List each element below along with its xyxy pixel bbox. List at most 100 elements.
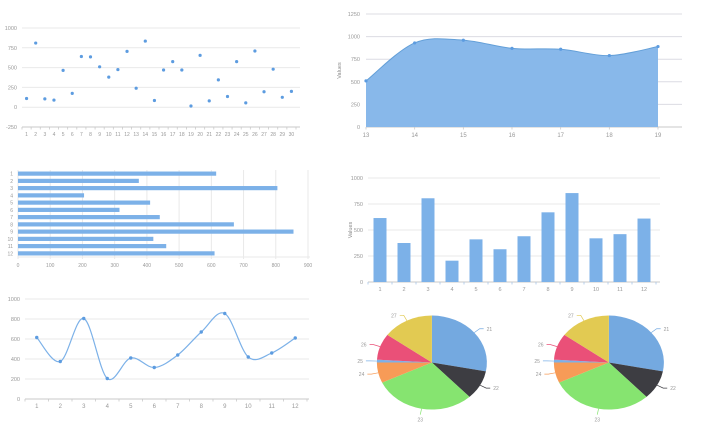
line-point[interactable]: [58, 359, 62, 364]
y-axis-title: Values: [337, 62, 343, 79]
scatter-point[interactable]: [143, 39, 147, 43]
scatter-point[interactable]: [280, 95, 284, 99]
scatter-point[interactable]: [216, 78, 220, 82]
scatter-point[interactable]: [244, 101, 248, 105]
bar-segment[interactable]: [421, 198, 435, 282]
bar-segment[interactable]: [493, 249, 507, 282]
bar-segment[interactable]: [18, 186, 278, 191]
horizontal-bar-chart[interactable]: 0 100 200 300 400 500 600 700 800 900 1 2 3 4 5 6 7 8 9 10 1…: [0, 160, 354, 278]
scatter-point[interactable]: [207, 99, 211, 103]
scatter-point[interactable]: [189, 104, 193, 108]
pie-slice[interactable]: [564, 315, 609, 363]
bar-segment[interactable]: [541, 212, 555, 282]
scatter-point[interactable]: [79, 54, 83, 59]
pie-slice[interactable]: [559, 362, 647, 410]
scatter-point[interactable]: [116, 67, 120, 72]
scatter-point[interactable]: [198, 53, 202, 57]
bar-segment[interactable]: [445, 260, 459, 282]
pie-slice[interactable]: [382, 362, 470, 410]
scatter-point[interactable]: [262, 90, 266, 94]
bar-segment[interactable]: [18, 244, 167, 249]
line-point[interactable]: [293, 336, 297, 340]
line-chart[interactable]: 0 200 400 600 800 1000 1 2 3 4 5 6 7 8 9 10 11 12: [0, 288, 354, 424]
bar-segment[interactable]: [18, 193, 85, 198]
bar-segment[interactable]: [18, 215, 160, 220]
scatter-point[interactable]: [253, 49, 257, 53]
bar-segment[interactable]: [373, 218, 387, 282]
area-point[interactable]: [656, 44, 660, 49]
pie-chart-left[interactable]: 21 22 23 24 25 26 27: [354, 296, 531, 424]
line-point[interactable]: [176, 353, 180, 357]
pie-slice[interactable]: [608, 315, 664, 372]
area-point[interactable]: [461, 38, 465, 42]
scatter-point[interactable]: [125, 49, 129, 53]
scatter-point[interactable]: [88, 55, 93, 59]
area-chart[interactable]: 0 250 500 750 1000 1250 13 14 15 16 17 18 19 Values: [336, 0, 708, 152]
line-point[interactable]: [35, 335, 39, 340]
bar-segment[interactable]: [637, 218, 651, 282]
category-label: 9: [10, 230, 13, 236]
scatter-point[interactable]: [271, 67, 275, 71]
line-point[interactable]: [246, 355, 250, 359]
area-point[interactable]: [559, 47, 563, 51]
pie-slice[interactable]: [376, 362, 432, 383]
scatter-point[interactable]: [24, 96, 29, 101]
scatter-point[interactable]: [52, 98, 56, 102]
area-point[interactable]: [607, 53, 611, 58]
scatter-point[interactable]: [134, 86, 138, 90]
line-series[interactable]: [36, 312, 296, 381]
line-point[interactable]: [129, 356, 133, 360]
scatter-point[interactable]: [107, 75, 111, 79]
scatter-point[interactable]: [34, 41, 38, 45]
scatter-point[interactable]: [61, 68, 65, 72]
pie-slice[interactable]: [376, 359, 432, 363]
bar-segment[interactable]: [18, 222, 234, 227]
vertical-bar-chart[interactable]: 0 250 500 750 1000 1 2 3 4 5 6 7 8 9 10 11 12 Values: [340, 162, 708, 300]
pie-slice[interactable]: [376, 334, 432, 363]
scatter-point[interactable]: [180, 68, 184, 72]
line-point[interactable]: [270, 351, 274, 355]
bar-segment[interactable]: [18, 236, 154, 241]
bar-segment[interactable]: [565, 193, 579, 282]
line-point[interactable]: [223, 311, 227, 316]
bar-segment[interactable]: [18, 171, 217, 176]
bar-segment[interactable]: [18, 251, 215, 256]
line-point[interactable]: [199, 330, 203, 334]
line-point[interactable]: [82, 316, 86, 321]
pie-slice[interactable]: [553, 359, 609, 363]
axis-tick-label: 9: [98, 132, 101, 138]
scatter-point[interactable]: [289, 89, 294, 93]
axis-tick-label: 800: [11, 317, 20, 323]
scatter-point[interactable]: [152, 98, 157, 103]
bar-segment[interactable]: [18, 229, 294, 234]
pie-slice[interactable]: [553, 334, 609, 363]
pie-chart-right[interactable]: 21 22 23 24 25 26 27: [531, 296, 708, 424]
pie-slice[interactable]: [608, 362, 663, 397]
bar-segment[interactable]: [18, 200, 151, 205]
bar-segment[interactable]: [18, 178, 139, 183]
pie-slice[interactable]: [431, 362, 486, 397]
bar-segment[interactable]: [18, 207, 120, 212]
bar-segment[interactable]: [589, 238, 603, 282]
area-point[interactable]: [364, 79, 368, 83]
bar-segment[interactable]: [517, 236, 531, 282]
area-point[interactable]: [510, 46, 514, 50]
scatter-chart[interactable]: -250 0 250 500 750 1000 1 2 3 4 5 6 7 8 9 10 11 12 13 14 15 1…: [0, 0, 354, 152]
line-point[interactable]: [152, 365, 156, 370]
scatter-point[interactable]: [235, 60, 239, 64]
area-series[interactable]: [366, 38, 658, 127]
bar-segment[interactable]: [613, 234, 627, 282]
scatter-point[interactable]: [70, 91, 74, 95]
scatter-point[interactable]: [225, 94, 230, 99]
area-point[interactable]: [413, 41, 417, 45]
line-point[interactable]: [105, 376, 109, 381]
scatter-point[interactable]: [98, 65, 102, 69]
scatter-point[interactable]: [43, 97, 47, 101]
scatter-point[interactable]: [161, 68, 166, 72]
pie-slice[interactable]: [431, 315, 487, 372]
bar-segment[interactable]: [397, 243, 411, 282]
bar-segment[interactable]: [469, 239, 483, 282]
pie-slice[interactable]: [553, 362, 609, 383]
scatter-point[interactable]: [171, 60, 175, 64]
pie-slice[interactable]: [387, 315, 432, 363]
